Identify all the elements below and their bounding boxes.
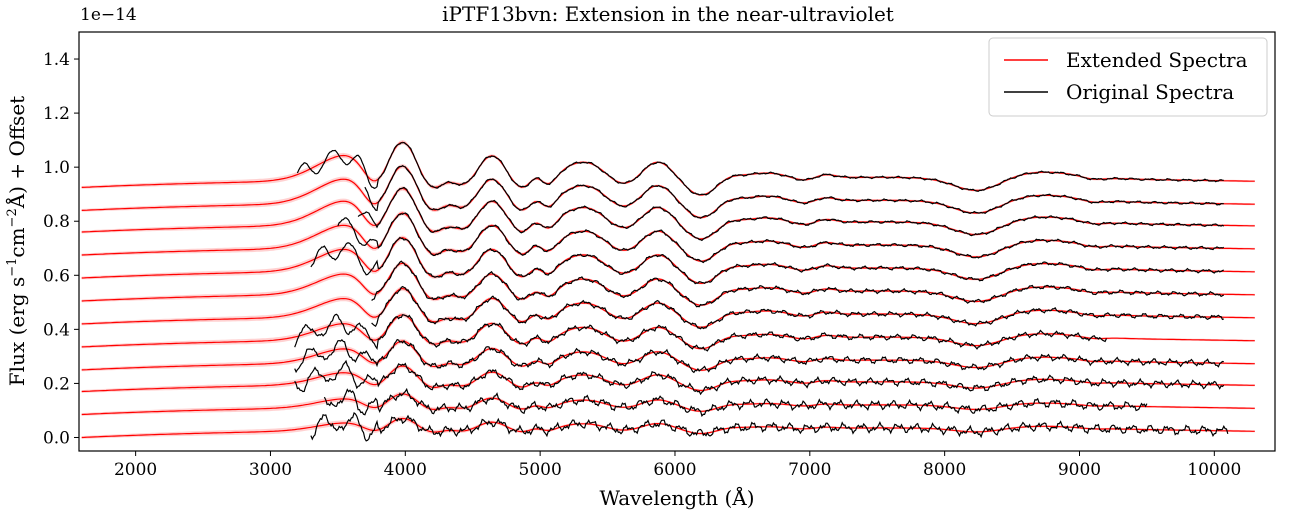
y-tick-label: 1.0	[43, 158, 70, 178]
x-tick-label: 5000	[519, 460, 562, 480]
x-tick-label: 6000	[653, 460, 696, 480]
y-tick-label: 0.4	[43, 320, 70, 340]
chart-title: iPTF13bvn: Extension in the near-ultravi…	[442, 2, 894, 26]
y-label-part-2: cm	[5, 227, 29, 257]
x-tick-label: 10000	[1187, 460, 1241, 480]
y-label-sup-2: −2	[5, 208, 20, 227]
x-axis-label: Wavelength (Å)	[599, 485, 754, 510]
legend: Extended Spectra Original Spectra	[988, 37, 1268, 117]
y-tick-label: 0.2	[43, 374, 70, 394]
y-axis-label: Flux (erg s−1cm−2Å) + Offset	[4, 96, 29, 386]
extended-spectrum-line	[81, 340, 1255, 371]
x-tick-label: 3000	[249, 460, 292, 480]
y-tick-label: 0.8	[43, 212, 70, 232]
series-group	[81, 140, 1255, 442]
original-spectrum-line	[310, 236, 1225, 285]
original-spectrum-line	[371, 285, 1225, 330]
extended-spectrum-line	[81, 236, 1255, 285]
y-axis-ticks: 0.0 0.2 0.4 0.6 0.8 1.0 1.2 1.4	[43, 50, 79, 448]
extended-spectrum-line	[81, 287, 1255, 328]
y-tick-label: 1.4	[43, 50, 70, 70]
original-spectrum-line	[294, 313, 1108, 352]
original-spectrum-line	[296, 141, 1224, 196]
extended-spectrum-line	[81, 187, 1255, 240]
extended-spectrum-line	[81, 393, 1255, 416]
legend-box	[988, 37, 1268, 117]
legend-label-original: Original Spectra	[1066, 80, 1234, 104]
extended-spectrum-line	[81, 165, 1255, 219]
extended-spectrum-line	[81, 417, 1255, 439]
x-tick-label: 9000	[1058, 460, 1101, 480]
original-spectrum-line	[357, 186, 1225, 242]
original-spectrum-line	[294, 338, 1224, 374]
extended-uncertainty-band	[81, 363, 1255, 393]
x-axis-ticks: 2000 3000 4000 5000 6000 7000 8000 9000 10000	[114, 451, 1241, 480]
y-label-part-1: Flux (erg s	[5, 277, 29, 386]
original-spectrum-line	[371, 260, 1225, 308]
y-label-sup-1: −1	[5, 258, 20, 277]
original-spectrum-line	[323, 387, 1148, 417]
x-tick-label: 7000	[788, 460, 831, 480]
x-tick-label: 2000	[114, 460, 157, 480]
y-tick-label: 0.0	[43, 428, 70, 448]
y-label-part-3: Å) + Offset	[4, 96, 29, 209]
y-offset-text: 1e−14	[80, 5, 137, 25]
original-spectrum-line	[310, 412, 1229, 442]
y-tick-label: 1.2	[43, 104, 70, 124]
original-spectrum-line	[294, 359, 1225, 396]
legend-label-extended: Extended Spectra	[1066, 48, 1248, 72]
original-spectrum-line	[337, 212, 1225, 264]
original-spectrum-line	[364, 165, 1224, 219]
x-tick-label: 4000	[384, 460, 427, 480]
extended-spectrum-line	[81, 365, 1255, 393]
plot-frame	[78, 31, 1276, 452]
extended-uncertainty-band	[81, 391, 1255, 416]
x-tick-label: 8000	[923, 460, 966, 480]
extended-spectrum-line	[81, 141, 1255, 196]
y-tick-label: 0.6	[43, 266, 70, 286]
extended-spectrum-line	[81, 314, 1255, 350]
